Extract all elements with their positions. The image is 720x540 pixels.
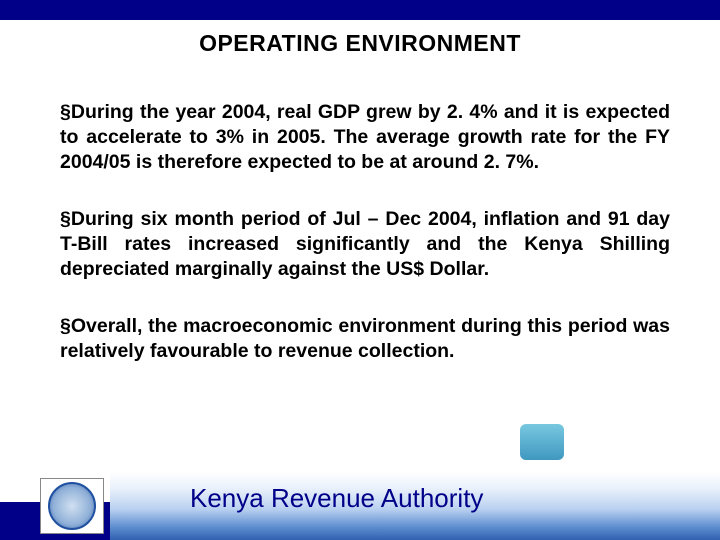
badge-icon <box>520 424 564 460</box>
bullet-text: During the year 2004, real GDP grew by 2… <box>60 101 670 173</box>
bullet-marker: § <box>60 101 71 123</box>
logo-icon <box>48 482 96 530</box>
bullet-item: §Overall, the macroeconomic environment … <box>60 314 670 364</box>
bullet-text: Overall, the macroeconomic environment d… <box>60 315 670 362</box>
footer: Kenya Revenue Authority <box>0 472 720 540</box>
footer-label: Kenya Revenue Authority <box>190 483 483 514</box>
bullet-item: §During six month period of Jul – Dec 20… <box>60 207 670 282</box>
bullet-text: During six month period of Jul – Dec 200… <box>60 208 670 280</box>
header-bar <box>0 0 720 20</box>
content-area: §During the year 2004, real GDP grew by … <box>60 100 670 364</box>
page-title: OPERATING ENVIRONMENT <box>0 30 720 57</box>
bullet-marker: § <box>60 208 71 230</box>
logo-box <box>40 478 104 534</box>
bullet-marker: § <box>60 315 71 337</box>
bullet-item: §During the year 2004, real GDP grew by … <box>60 100 670 175</box>
